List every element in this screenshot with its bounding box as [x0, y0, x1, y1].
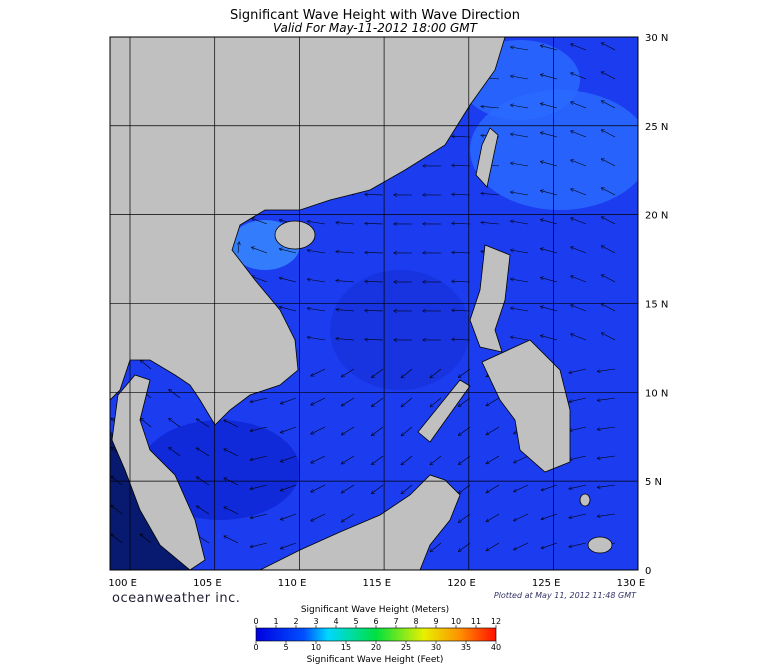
colorbar-tick-label: 7: [393, 617, 398, 626]
colorbar-tick-label: 3: [313, 617, 318, 626]
land: [588, 537, 612, 553]
lat-label: 25 N: [645, 122, 668, 133]
land: [275, 221, 315, 249]
wave-region: [330, 270, 470, 390]
lon-label: 125 E: [532, 578, 561, 589]
colorbar-tick-label: 10: [451, 617, 461, 626]
colorbar-tick-label: 25: [401, 643, 411, 652]
map: [110, 37, 650, 570]
colorbar-tick-label: 30: [431, 643, 441, 652]
lat-label: 20 N: [645, 211, 668, 222]
colorbar-tick-label: 15: [341, 643, 351, 652]
lat-label: 0: [645, 566, 651, 577]
colorbar-tick-label: 0: [253, 617, 258, 626]
lon-label: 110 E: [278, 578, 307, 589]
colorbar: [256, 628, 496, 641]
colorbar-tick-label: 6: [373, 617, 378, 626]
lon-label: 120 E: [447, 578, 476, 589]
plotted-time: Plotted at May 11, 2012 11:48 GMT: [494, 591, 637, 600]
colorbar-tick-label: 8: [413, 617, 418, 626]
lon-label: 115 E: [363, 578, 392, 589]
colorbar-tick-label: 5: [353, 617, 358, 626]
credit: oceanweather inc.: [112, 591, 240, 606]
colorbar-tick-label: 2: [293, 617, 298, 626]
colorbar-tick-label: 20: [371, 643, 381, 652]
colorbar-tick-label: 9: [433, 617, 438, 626]
subtitle: Valid For May-11-2012 18:00 GMT: [273, 21, 479, 35]
colorbar-tick-label: 11: [471, 617, 481, 626]
colorbar-tick-label: 1: [273, 617, 278, 626]
colorbar-label: Significant Wave Height (Feet): [307, 655, 444, 665]
land: [580, 494, 590, 506]
lat-label: 10 N: [645, 388, 668, 399]
lon-label: 100 E: [108, 578, 137, 589]
colorbar-tick-label: 10: [311, 643, 321, 652]
colorbar-tick-label: 35: [461, 643, 471, 652]
colorbar-tick-label: 4: [333, 617, 338, 626]
colorbar-label: Significant Wave Height (Meters): [301, 605, 449, 615]
lat-label: 15 N: [645, 299, 668, 310]
lon-label: 130 E: [617, 578, 646, 589]
lat-label: 30 N: [645, 33, 668, 44]
lat-label: 5 N: [645, 477, 662, 488]
lon-label: 105 E: [193, 578, 222, 589]
colorbar-tick-label: 0: [253, 643, 258, 652]
colorbar-tick-label: 40: [491, 643, 501, 652]
colorbar-tick-label: 12: [491, 617, 501, 626]
colorbar-tick-label: 5: [283, 643, 288, 652]
